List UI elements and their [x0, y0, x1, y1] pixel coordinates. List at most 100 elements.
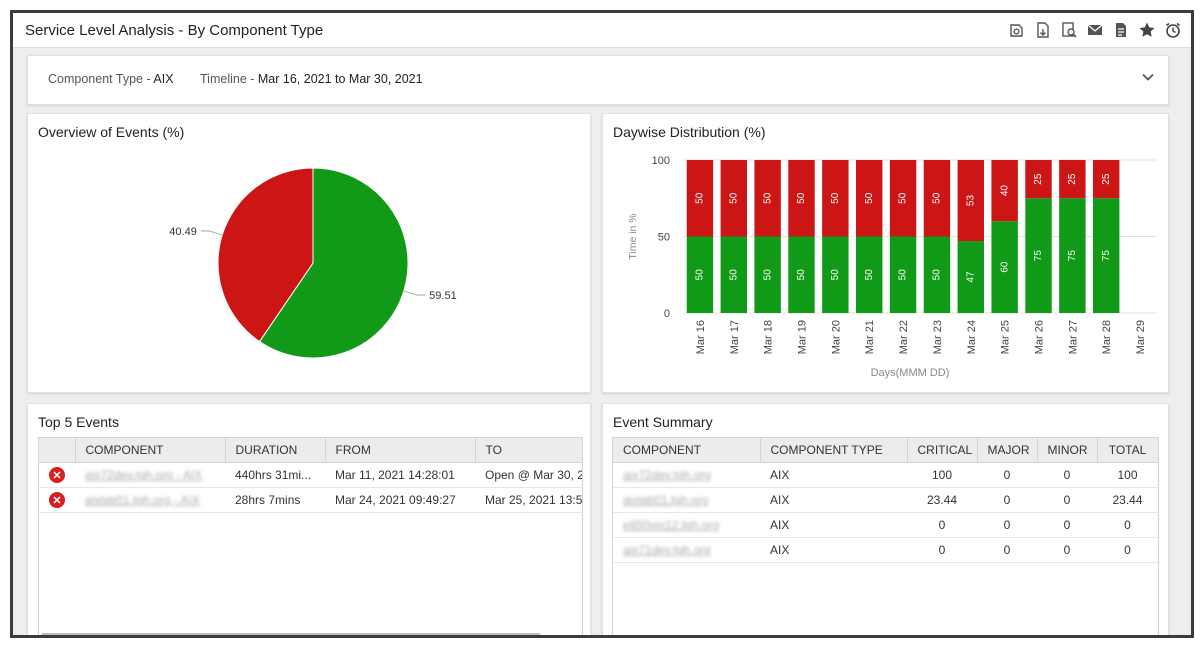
bar-data-label: 25: [1101, 173, 1112, 185]
x-tick-label: Mar 18: [763, 320, 775, 354]
x-tick-label: Mar 27: [1067, 320, 1079, 354]
column-header-total[interactable]: TOTAL: [1097, 438, 1158, 463]
table-row[interactable]: aix71dev.tgh.org AIX 0 0 0 0: [613, 537, 1158, 563]
panel-title: Overview of Events (%): [38, 124, 185, 140]
mail-icon[interactable]: [1085, 20, 1105, 40]
column-header-duration[interactable]: DURATION: [225, 438, 326, 463]
component-link[interactable]: aix71dev.tgh.org: [623, 543, 711, 557]
column-header-minor[interactable]: MINOR: [1037, 438, 1098, 463]
bar-segment: [686, 236, 714, 313]
filter-summary-bar: Component Type - AIX Timeline - Mar 16, …: [27, 55, 1169, 105]
total-cell: 23.44: [1097, 487, 1158, 513]
minor-cell: 0: [1037, 537, 1097, 563]
table-row[interactable]: ✕ aix72dev.tgh.org - AIX 440hrs 31mi... …: [39, 462, 582, 488]
bar-segment: [923, 160, 951, 237]
column-header-to[interactable]: TO: [475, 438, 582, 463]
document-icon[interactable]: [1111, 20, 1131, 40]
x-tick-label: Mar 25: [1000, 320, 1012, 354]
bar-segment: [991, 160, 1018, 222]
bar-data-label: 50: [864, 192, 875, 204]
duration-cell: 440hrs 31mi...: [225, 462, 325, 488]
bar-segment: [1025, 198, 1052, 313]
column-header-component[interactable]: COMPONENT: [75, 438, 226, 463]
x-tick-label: Mar 23: [932, 320, 944, 354]
favorite-star-icon[interactable]: [1137, 20, 1157, 40]
bar-data-label: 50: [695, 192, 706, 204]
chevron-down-icon[interactable]: [1140, 69, 1156, 85]
component-link[interactable]: aix72dev.tgh.org - AIX: [85, 468, 203, 482]
bar-segment: [754, 236, 781, 313]
pdf-export-icon[interactable]: [1033, 20, 1053, 40]
x-tick-label: Mar 22: [898, 320, 910, 354]
x-tick-label: Mar 17: [729, 320, 741, 354]
y-tick-label: 100: [652, 155, 670, 167]
y-tick-label: 50: [658, 232, 670, 244]
wrench-settings-icon[interactable]: [1007, 20, 1027, 40]
timeline-label: Timeline -: [200, 72, 258, 86]
to-cell: Mar 25, 2021 13:5: [475, 487, 582, 513]
panel-title: Top 5 Events: [38, 414, 119, 430]
component-link[interactable]: e850vio12.tgh.org: [623, 518, 720, 532]
bar-data-label: 50: [932, 269, 943, 281]
bar-data-label: 47: [965, 271, 976, 283]
horizontal-scrollbar[interactable]: [41, 633, 541, 635]
component-link[interactable]: aixlab01.tgh.org: [623, 493, 709, 507]
bar-data-label: 50: [762, 192, 773, 204]
total-cell: 0: [1097, 512, 1158, 538]
component-link[interactable]: aixlab01.tgh.org - AIX: [85, 493, 200, 507]
minor-cell: 0: [1037, 512, 1097, 538]
bar-segment: [1025, 160, 1052, 199]
column-header-critical[interactable]: CRITICAL: [907, 438, 978, 463]
bar-segment: [856, 160, 883, 237]
column-header-component[interactable]: COMPONENT: [613, 438, 761, 463]
major-cell: 0: [977, 537, 1037, 563]
column-header-major[interactable]: MAJOR: [977, 438, 1038, 463]
bar-segment: [788, 160, 815, 237]
pie-leader-line: [200, 230, 223, 236]
bar-segment: [889, 236, 917, 313]
column-header-status[interactable]: [39, 438, 76, 463]
bar-data-label: 75: [1101, 250, 1112, 262]
bar-segment: [720, 160, 747, 237]
search-report-icon[interactable]: [1059, 20, 1079, 40]
column-header-from[interactable]: FROM: [325, 438, 476, 463]
x-axis-label: Days(MMM DD): [871, 367, 950, 379]
bar-segment: [1059, 160, 1086, 199]
event-summary-panel: Event Summary COMPONENT COMPONENT TYPE C…: [602, 403, 1169, 635]
bar-data-label: 60: [999, 261, 1010, 273]
pie-leader-line: [403, 290, 426, 296]
page-title: Service Level Analysis - By Component Ty…: [25, 22, 324, 39]
column-header-component-type[interactable]: COMPONENT TYPE: [760, 438, 908, 463]
bar-data-label: 25: [1033, 173, 1044, 185]
daywise-distribution-panel: Daywise Distribution (%) 0 50 100 Time in %…: [602, 113, 1169, 393]
timeline-value: Mar 16, 2021 to Mar 30, 2021: [257, 72, 423, 86]
table-row[interactable]: e850vio12.tgh.org AIX 0 0 0 0: [613, 512, 1158, 538]
from-cell: Mar 24, 2021 09:49:27: [325, 487, 475, 513]
bar-data-label: 50: [932, 192, 943, 204]
x-tick-label: Mar 26: [1034, 320, 1046, 354]
y-axis-label: Time in %: [627, 213, 639, 259]
bar-segment: [991, 221, 1018, 313]
component-type-cell: AIX: [760, 512, 907, 538]
timeline-filter: Timeline - Mar 16, 2021 to Mar 30, 2021: [200, 72, 423, 86]
bar-segment: [788, 236, 815, 313]
component-type-value: AIX: [153, 72, 174, 86]
critical-cell: 100: [907, 462, 977, 488]
bar-segment: [720, 236, 747, 313]
table-row[interactable]: aix72dev.tgh.org AIX 100 0 0 100: [613, 462, 1158, 488]
component-link[interactable]: aix72dev.tgh.org: [623, 468, 711, 482]
bar-data-label: 50: [830, 192, 841, 204]
component-type-label: Component Type -: [48, 72, 154, 86]
table-row[interactable]: aixlab01.tgh.org AIX 23.44 0 0 23.44: [613, 487, 1158, 513]
alarm-clock-icon[interactable]: [1163, 20, 1183, 40]
bar-segment: [754, 160, 781, 237]
event-summary-grid: COMPONENT COMPONENT TYPE CRITICAL MAJOR …: [612, 437, 1159, 635]
bar-data-label: 25: [1067, 173, 1078, 185]
table-row[interactable]: ✕ aixlab01.tgh.org - AIX 28hrs 7mins Mar…: [39, 487, 582, 513]
pie-chart: 59.51 40.49: [169, 167, 457, 359]
toolbar: [1007, 20, 1183, 40]
bar-data-label: 50: [728, 269, 739, 281]
bar-data-label: 50: [728, 192, 739, 204]
component-type-cell: AIX: [760, 537, 907, 563]
bar-data-label: 50: [898, 192, 909, 204]
